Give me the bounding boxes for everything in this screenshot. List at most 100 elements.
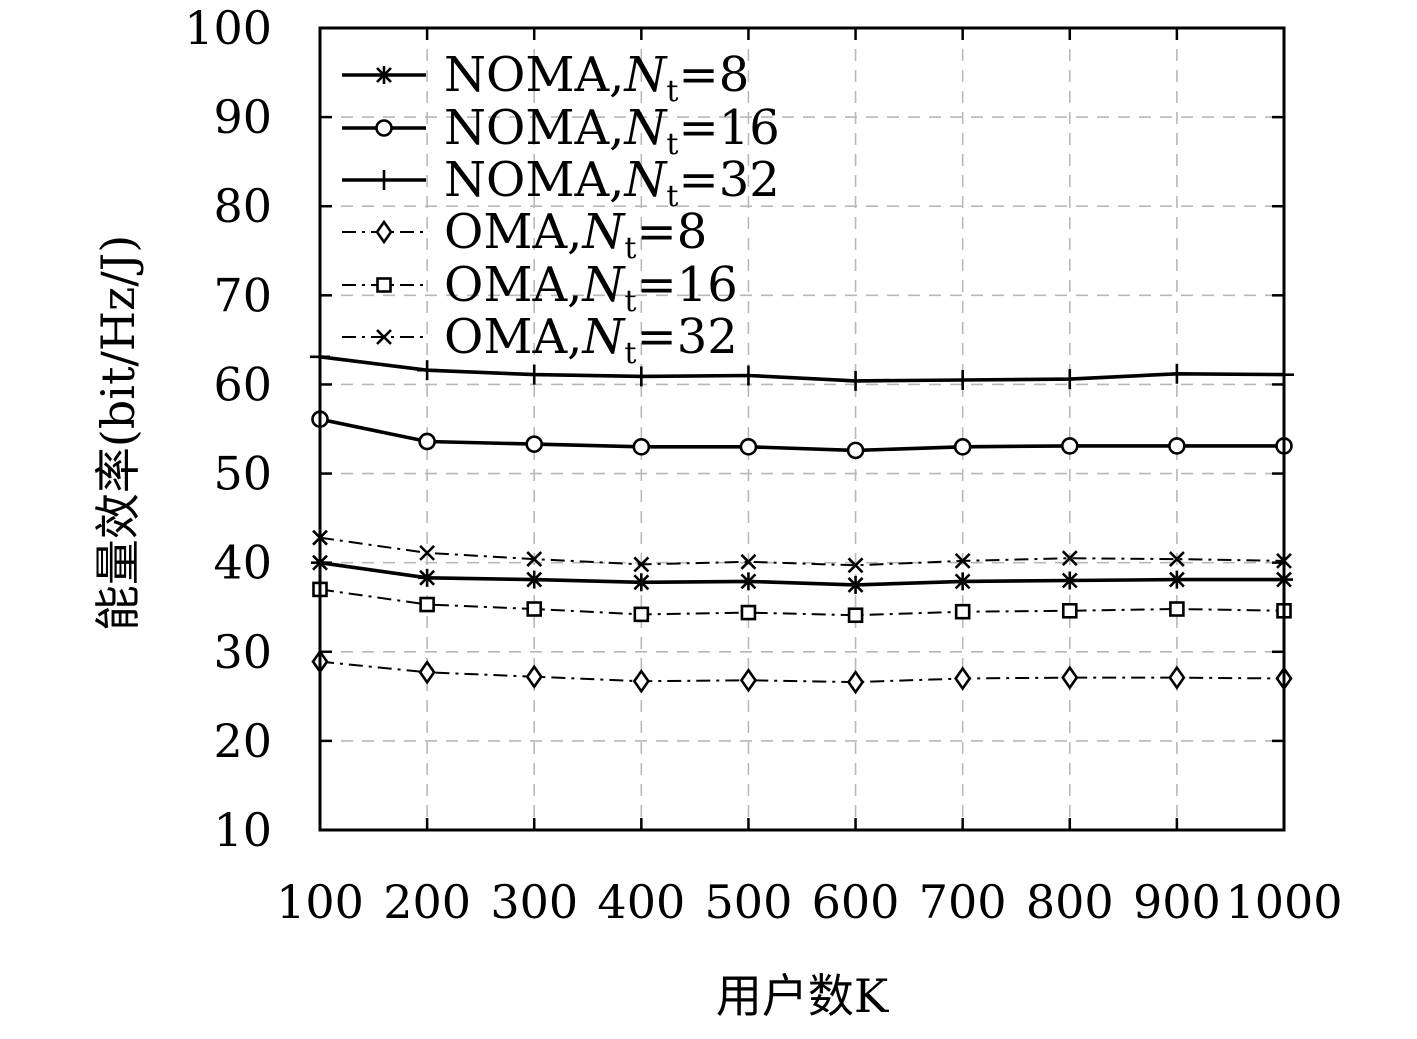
marker-circle xyxy=(846,441,865,460)
legend-item-4: OMA,Nt=8 xyxy=(342,204,707,266)
marker-x xyxy=(633,556,650,573)
x-tick-label: 700 xyxy=(919,875,1007,929)
marker-diamond xyxy=(954,666,972,691)
legend-label: NOMA,Nt=16 xyxy=(444,100,780,162)
y-tick-label: 10 xyxy=(213,803,272,857)
marker-asterisk xyxy=(375,66,393,84)
marker-diamond xyxy=(632,668,650,694)
series-line xyxy=(319,560,1284,587)
x-axis-label: 用户数K xyxy=(716,969,890,1023)
marker-circle xyxy=(632,438,651,456)
y-tick-label: 30 xyxy=(213,625,272,679)
marker-diamond xyxy=(375,219,393,245)
marker-x xyxy=(1168,551,1185,568)
marker-square xyxy=(954,603,971,620)
series-line xyxy=(319,355,1285,383)
marker-circle xyxy=(1060,437,1079,455)
marker-square xyxy=(740,604,757,621)
marker-asterisk xyxy=(418,568,437,587)
marker-plus xyxy=(738,365,759,386)
marker-circle xyxy=(953,438,972,456)
series-line xyxy=(319,417,1284,453)
marker-x xyxy=(740,553,757,570)
marker-diamond xyxy=(418,660,436,685)
series-5 xyxy=(312,581,1292,624)
series-line xyxy=(319,588,1285,617)
y-tick-label: 70 xyxy=(213,268,272,322)
marker-circle xyxy=(525,435,544,453)
marker-plus xyxy=(374,170,394,190)
marker-square xyxy=(1169,601,1185,617)
marker-diamond xyxy=(739,668,758,693)
marker-square xyxy=(1061,602,1078,619)
marker-plus xyxy=(631,366,652,387)
marker-plus xyxy=(1166,363,1187,384)
marker-plus xyxy=(417,360,438,381)
x-tick-label: 100 xyxy=(276,875,364,929)
y-tick-label: 20 xyxy=(213,714,272,768)
legend-item-3: NOMA,Nt=32 xyxy=(342,152,780,214)
legend-label: NOMA,Nt=8 xyxy=(444,47,749,109)
marker-plus xyxy=(845,370,866,391)
marker-asterisk xyxy=(846,575,865,594)
marker-asterisk xyxy=(632,573,651,592)
x-tick-label: 1000 xyxy=(1225,875,1342,929)
legend-label: OMA,Nt=8 xyxy=(444,204,707,266)
y-tick-label: 100 xyxy=(184,1,272,55)
marker-square xyxy=(847,607,864,624)
x-tick-label: 500 xyxy=(705,875,793,929)
x-tick-label: 300 xyxy=(490,875,578,929)
marker-square xyxy=(633,606,650,623)
grid xyxy=(320,28,1284,830)
marker-asterisk xyxy=(739,572,758,591)
legend-label: OMA,Nt=32 xyxy=(444,309,738,371)
marker-asterisk xyxy=(953,572,972,591)
marker-plus xyxy=(952,369,973,390)
legend-label: NOMA,Nt=32 xyxy=(444,152,780,214)
x-tick-label: 200 xyxy=(383,875,471,929)
y-tick-label: 40 xyxy=(213,536,272,590)
axis-ticks: 100 200 300 400 500 600 700 800 900 1000 10 20 30 40 5… xyxy=(184,1,1342,929)
marker-x xyxy=(419,544,436,561)
marker-diamond xyxy=(846,669,865,695)
y-tick-label: 90 xyxy=(213,90,272,144)
marker-plus xyxy=(524,364,545,385)
legend-label: OMA,Nt=16 xyxy=(444,257,738,319)
legend-item-6: OMA,Nt=32 xyxy=(342,309,738,371)
series-line xyxy=(319,660,1285,684)
marker-diamond xyxy=(525,664,543,689)
marker-x xyxy=(1061,550,1078,567)
x-tick-label: 800 xyxy=(1026,875,1114,929)
legend-item-1: NOMA,Nt=8 xyxy=(342,47,749,109)
series-layer xyxy=(310,346,1294,695)
x-tick-label: 900 xyxy=(1133,875,1221,929)
marker-x xyxy=(376,329,392,345)
marker-square xyxy=(526,601,543,617)
marker-circle xyxy=(418,432,436,451)
plot-frame xyxy=(318,26,1286,832)
marker-circle xyxy=(739,438,758,456)
x-tick-label: 400 xyxy=(597,875,685,929)
marker-circle xyxy=(375,119,393,137)
marker-asterisk xyxy=(1167,570,1186,589)
marker-asterisk xyxy=(1060,571,1079,590)
y-tick-label: 60 xyxy=(213,357,272,411)
marker-x xyxy=(847,557,864,574)
series-line xyxy=(319,536,1285,567)
legend: NOMA,Nt=8NOMA,Nt=16NOMA,Nt=32OMA,Nt=8OMA… xyxy=(342,47,780,371)
marker-plus xyxy=(1059,369,1080,390)
marker-x xyxy=(526,551,543,568)
marker-diamond xyxy=(1168,665,1186,690)
legend-item-5: OMA,Nt=16 xyxy=(342,257,738,319)
y-axis-label: 能量效率(bit/Hz/J) xyxy=(91,235,145,631)
marker-x xyxy=(954,552,971,569)
series-2 xyxy=(311,410,1293,460)
marker-square xyxy=(376,277,392,293)
x-tick-label: 600 xyxy=(812,875,900,929)
y-tick-label: 50 xyxy=(213,447,272,501)
marker-diamond xyxy=(1061,665,1079,690)
y-tick-label: 80 xyxy=(213,179,272,233)
marker-asterisk xyxy=(525,570,544,589)
